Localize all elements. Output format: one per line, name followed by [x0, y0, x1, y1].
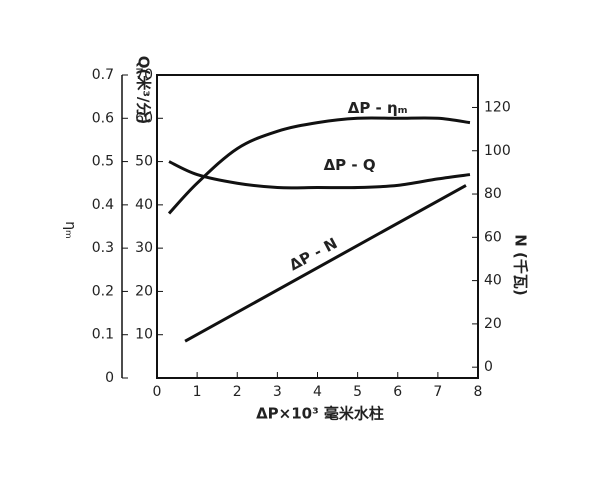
y-axis-label: ηₘ	[62, 221, 78, 239]
y2-tick-label: 20	[484, 316, 502, 332]
q-tick-label: 60	[135, 110, 153, 126]
series-label: ΔP - N	[286, 234, 340, 274]
x-tick-label: 5	[353, 384, 362, 400]
x-tick-label: 4	[313, 384, 322, 400]
y2-tick-label: 100	[484, 143, 511, 159]
y-tick-label: 0	[105, 370, 114, 386]
q-tick-label: 20	[135, 283, 153, 299]
plot-frame	[156, 74, 479, 379]
y-tick-label: 0.3	[92, 240, 114, 256]
x-tick-label: 3	[273, 384, 282, 400]
q-tick-label: 50	[135, 154, 153, 170]
y2-axis-label: N (千瓦)	[512, 234, 530, 296]
y2-tick-label: 80	[484, 186, 502, 202]
x-tick-label: 0	[153, 384, 162, 400]
curve	[168, 160, 471, 190]
y-tick-label: 0.2	[92, 283, 114, 299]
series-label: ΔP - ηₘ	[348, 99, 408, 117]
series-label: ΔP - Q	[324, 156, 376, 174]
y-tick-label: 0.7	[92, 67, 114, 83]
y-tick-label: 0.4	[92, 197, 114, 213]
curve	[167, 116, 471, 215]
y2-tick-label: 0	[484, 359, 493, 375]
q-tick-label: 40	[135, 197, 153, 213]
y-tick-label: 0.6	[92, 110, 114, 126]
y2-tick-label: 60	[484, 229, 502, 245]
x-tick-label: 1	[193, 384, 202, 400]
x-tick-label: 8	[474, 384, 483, 400]
y-tick-label: 0.1	[92, 327, 114, 343]
x-tick-label: 6	[393, 384, 402, 400]
q-axis-label: Q(米³/分)	[135, 56, 153, 125]
q-tick-label: 30	[135, 240, 153, 256]
curve	[184, 184, 467, 343]
x-tick-label: 7	[433, 384, 442, 400]
y2-tick-label: 40	[484, 273, 502, 289]
x-tick-label: 2	[233, 384, 242, 400]
x-axis-label: ΔP×10³ 毫米水柱	[256, 405, 384, 423]
q-tick-label: 70	[135, 67, 153, 83]
y2-tick-label: 120	[484, 99, 511, 115]
y-tick-label: 0.5	[92, 154, 114, 170]
q-tick-label: 10	[135, 327, 153, 343]
